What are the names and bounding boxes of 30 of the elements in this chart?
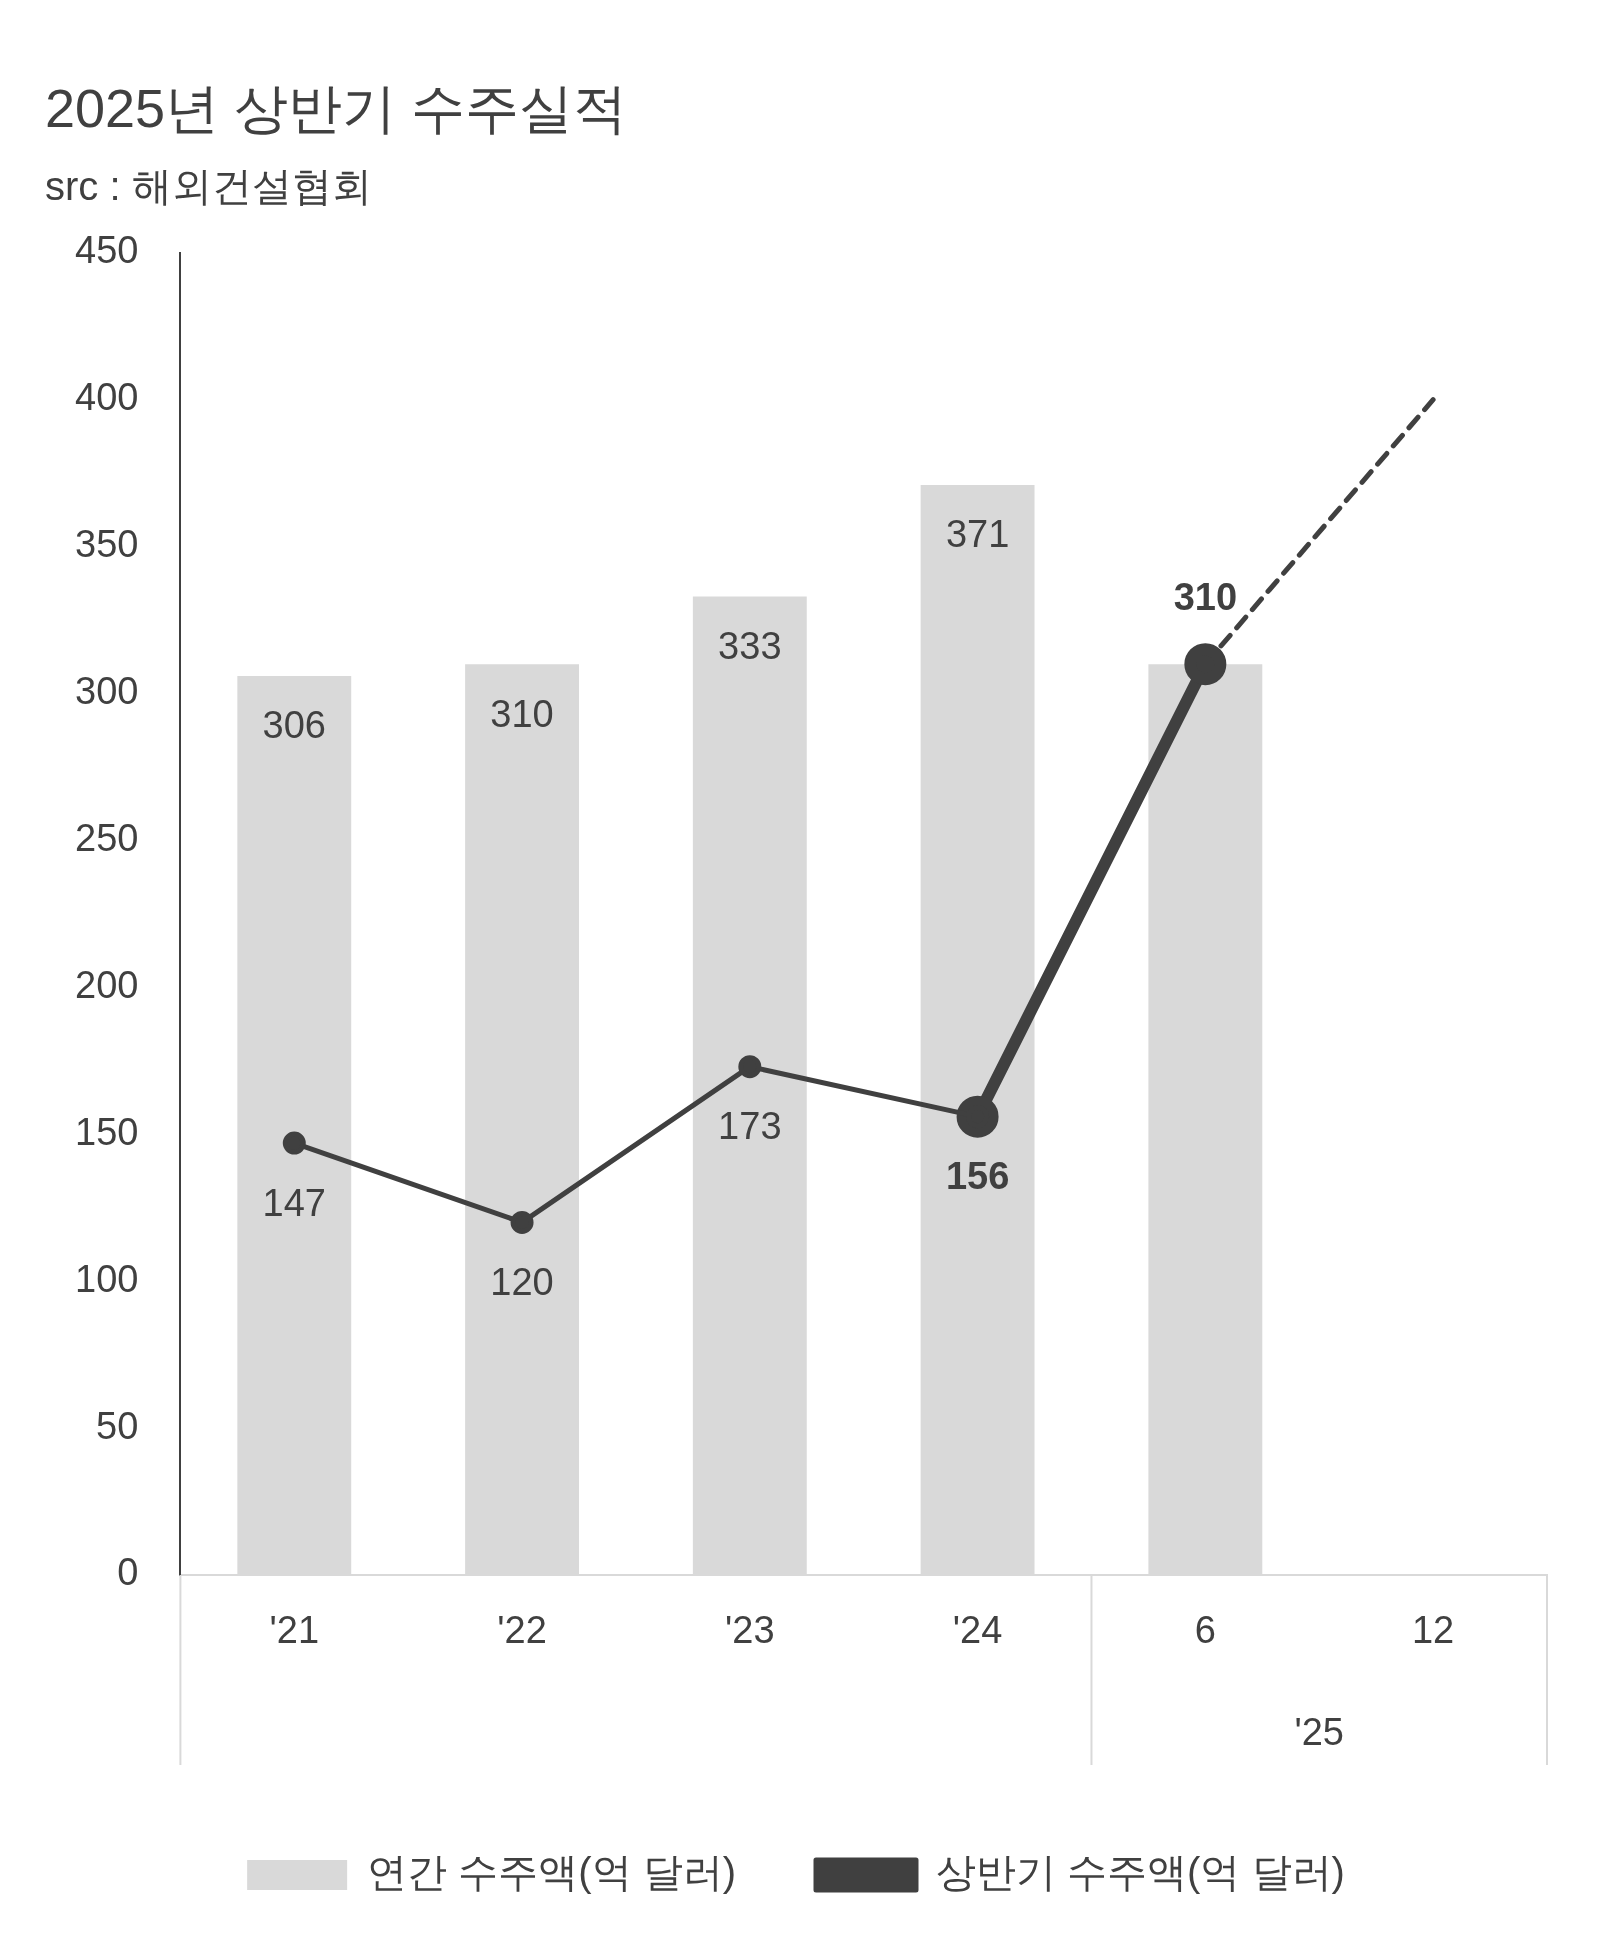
y-tick-label: 250 <box>75 816 139 859</box>
chart-subtitle: src : 해외건설협회 <box>45 163 372 208</box>
y-tick-label: 0 <box>117 1551 139 1594</box>
data-label: 371 <box>945 513 1010 556</box>
data-label: 156 <box>945 1155 1010 1198</box>
y-tick-label: 450 <box>75 229 139 272</box>
data-label: 310 <box>1173 575 1238 618</box>
data-label: 147 <box>262 1181 326 1224</box>
legend-label: 상반기 수주액(억 달러) <box>936 1850 1345 1895</box>
data-label: 120 <box>490 1260 554 1303</box>
data-label: 306 <box>262 704 326 747</box>
y-tick-label: 50 <box>96 1404 139 1447</box>
x-tick-label: 12 <box>1411 1609 1455 1652</box>
text: '25 <box>1294 1711 1344 1754</box>
x-tick-label: '22 <box>497 1609 547 1652</box>
x-tick-label: '24 <box>952 1609 1003 1652</box>
chart-title: 2025년 상반기 수주실적 <box>45 78 628 139</box>
data-label: 173 <box>718 1105 782 1148</box>
y-tick-label: 200 <box>75 963 139 1006</box>
y-tick-label: 100 <box>75 1257 139 1300</box>
y-tick-label: 150 <box>75 1110 139 1153</box>
x-tick-label: '23 <box>725 1609 775 1652</box>
x-tick-label: 6 <box>1194 1609 1216 1652</box>
x-tick-label: '21 <box>269 1609 320 1652</box>
y-tick-label: 300 <box>75 670 139 713</box>
data-label: 310 <box>490 692 554 735</box>
y-tick-label: 350 <box>75 523 139 566</box>
y-tick-label: 400 <box>75 376 139 419</box>
data-label: 333 <box>718 625 782 668</box>
legend-label: 연간 수주액(억 달러) <box>367 1850 737 1895</box>
